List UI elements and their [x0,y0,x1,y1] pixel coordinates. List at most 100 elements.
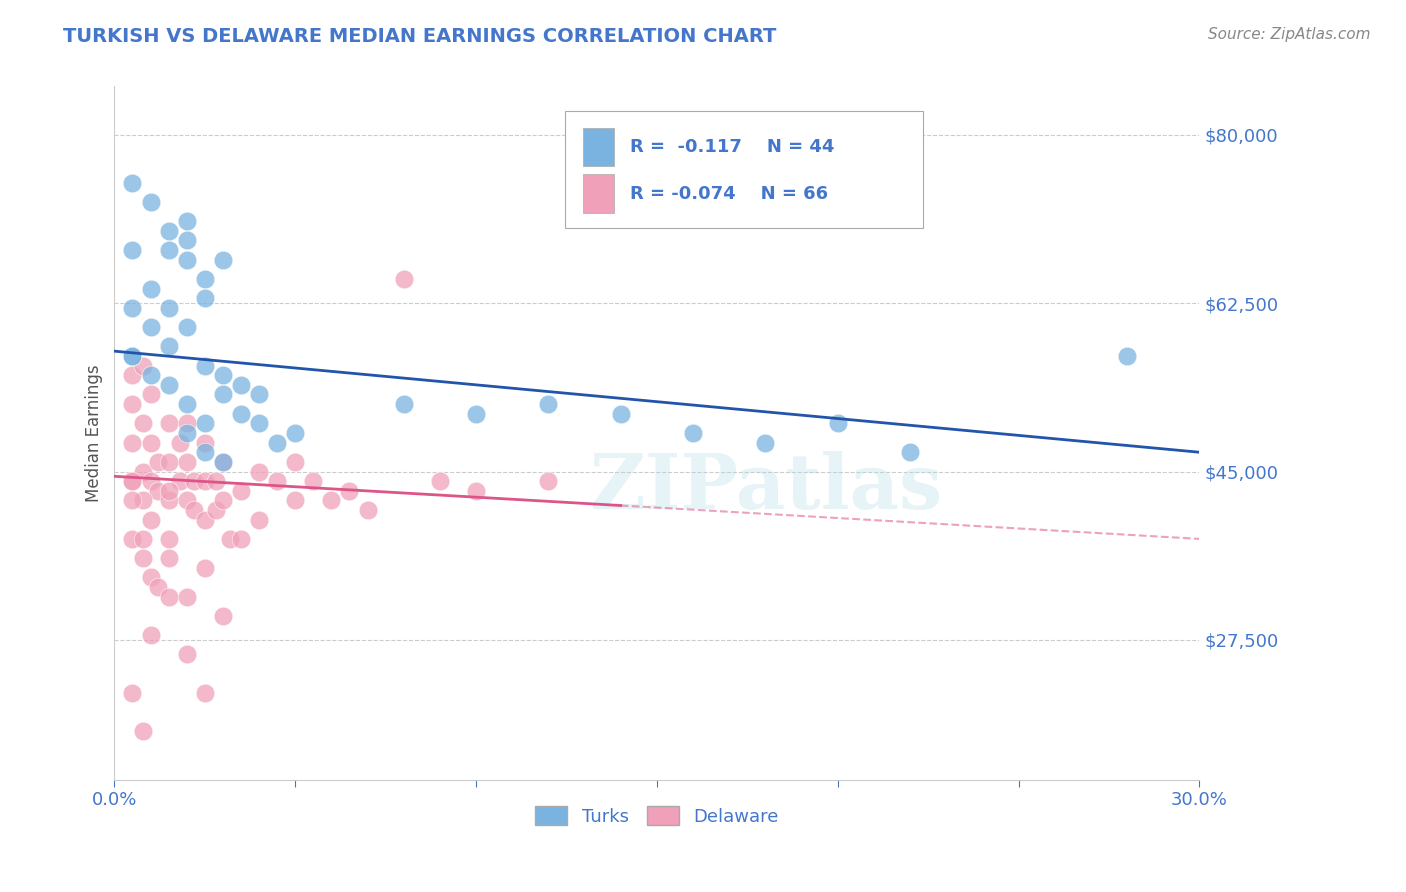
Point [183,474,205,488]
Point [157,243,180,257]
Point [157,224,180,238]
Point [229,407,252,421]
Point [537,397,560,411]
Point [247,465,270,479]
Point [204,503,226,517]
Point [121,474,143,488]
Text: ZIPatlas: ZIPatlas [589,451,942,525]
Point [898,445,921,459]
Point [247,417,270,431]
Point [266,474,288,488]
Point [229,532,252,546]
Point [194,474,217,488]
Point [212,455,235,469]
Point [212,252,235,267]
Point [321,493,343,508]
Point [194,686,217,700]
Point [157,532,180,546]
Point [212,387,235,401]
Point [157,551,180,566]
Point [132,359,155,373]
Point [176,590,198,604]
Point [392,397,415,411]
Point [194,435,217,450]
Point [139,628,162,642]
Point [266,435,288,450]
Point [121,349,143,363]
Point [139,281,162,295]
Point [139,474,162,488]
Y-axis label: Median Earnings: Median Earnings [86,364,103,502]
Point [157,455,180,469]
Bar [583,128,613,166]
Point [302,474,325,488]
Point [176,425,198,440]
Point [157,483,180,498]
Point [139,194,162,209]
Point [157,590,180,604]
Point [121,532,143,546]
Point [132,551,155,566]
Point [139,387,162,401]
Point [139,368,162,383]
Point [121,493,143,508]
Point [132,417,155,431]
Point [139,513,162,527]
Point [247,387,270,401]
Point [132,493,155,508]
Point [194,359,217,373]
Point [176,455,198,469]
Point [682,425,704,440]
Point [754,435,776,450]
Point [169,435,191,450]
Point [176,320,198,334]
Point [176,417,198,431]
Point [537,474,560,488]
Point [121,301,143,315]
Point [132,532,155,546]
Point [465,483,488,498]
Point [284,455,307,469]
Point [194,561,217,575]
Point [247,513,270,527]
Point [157,301,180,315]
Point [194,272,217,286]
Point [146,483,169,498]
Point [157,377,180,392]
Point [194,417,217,431]
Point [194,445,217,459]
Point [121,243,143,257]
Point [176,214,198,228]
Point [121,349,143,363]
Point [121,686,143,700]
Point [212,368,235,383]
Point [392,272,415,286]
Point [827,417,849,431]
Point [212,493,235,508]
Point [219,532,242,546]
Point [356,503,378,517]
Point [121,176,143,190]
Point [146,580,169,594]
Point [212,455,235,469]
Point [139,320,162,334]
Bar [583,175,613,212]
Point [176,397,198,411]
Point [229,377,252,392]
Point [339,483,361,498]
Point [132,465,155,479]
Point [139,570,162,584]
Point [194,291,217,305]
Point [176,648,198,662]
Point [194,513,217,527]
Point [176,234,198,248]
Point [204,474,226,488]
Text: TURKISH VS DELAWARE MEDIAN EARNINGS CORRELATION CHART: TURKISH VS DELAWARE MEDIAN EARNINGS CORR… [63,27,776,45]
Point [139,435,162,450]
Point [157,417,180,431]
Point [176,252,198,267]
FancyBboxPatch shape [565,111,922,228]
Point [132,724,155,739]
Point [229,483,252,498]
Point [121,397,143,411]
